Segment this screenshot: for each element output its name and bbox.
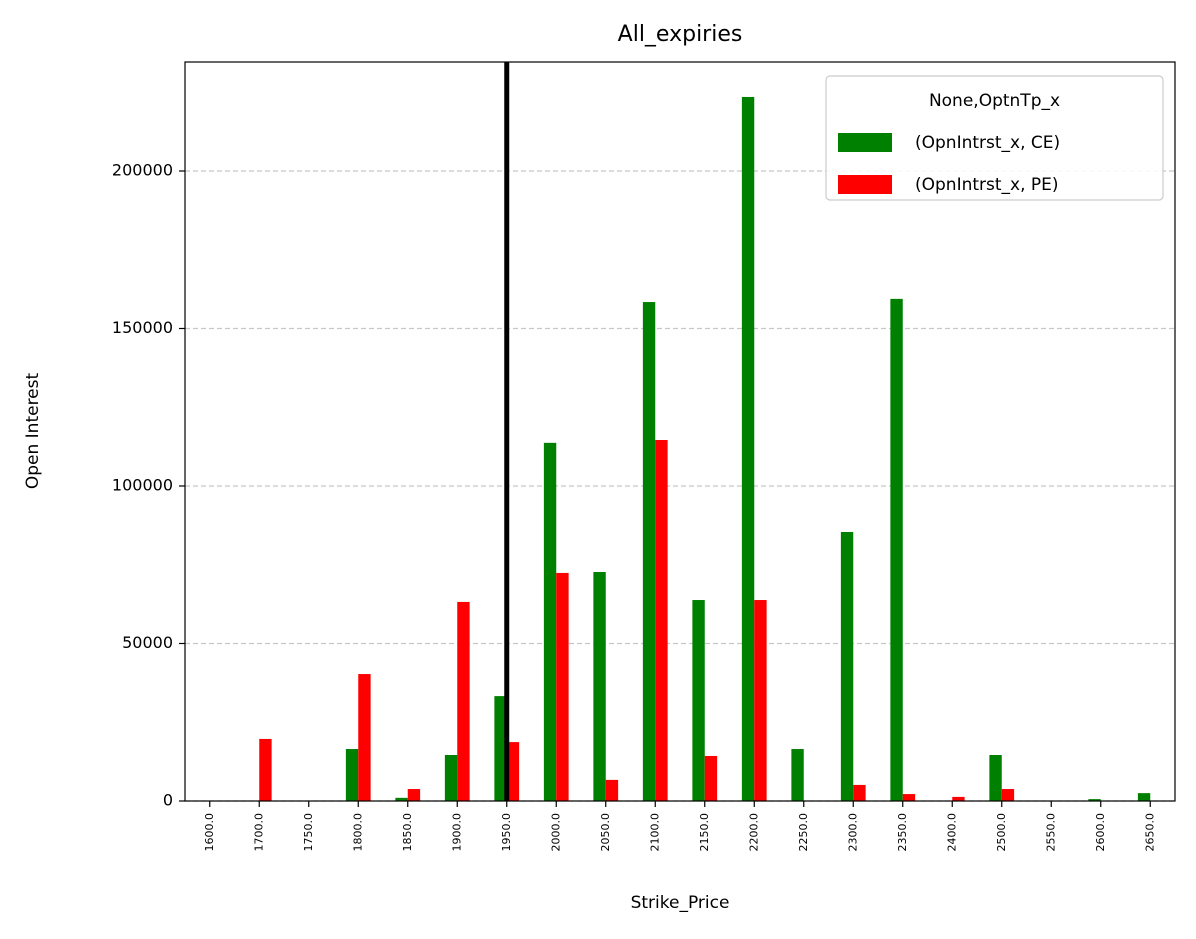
x-tick-label: 1750.0 bbox=[302, 813, 315, 852]
bar bbox=[407, 789, 421, 801]
legend-label: (OpnIntrst_x, CE) bbox=[915, 133, 1060, 153]
bar bbox=[853, 784, 866, 801]
x-tick-label: 2050.0 bbox=[599, 813, 612, 852]
y-tick-label: 0 bbox=[163, 791, 173, 810]
bar bbox=[952, 796, 965, 801]
y-tick-label: 50000 bbox=[122, 633, 173, 652]
bar bbox=[605, 779, 619, 801]
bar bbox=[642, 302, 656, 801]
bar bbox=[444, 755, 458, 801]
bar bbox=[902, 794, 916, 801]
bar bbox=[358, 674, 371, 801]
legend-box bbox=[825, 75, 1164, 201]
x-tick-label: 2600.0 bbox=[1094, 813, 1107, 852]
x-tick-label: 2550.0 bbox=[1044, 813, 1057, 852]
legend-swatch bbox=[838, 175, 892, 194]
y-tick-label: 200000 bbox=[112, 160, 173, 179]
chart-title: All_expiries bbox=[618, 22, 743, 47]
x-tick-label: 2650.0 bbox=[1143, 813, 1156, 852]
bar bbox=[556, 572, 569, 801]
x-tick-label: 2000.0 bbox=[549, 813, 562, 852]
x-tick-label: 2100.0 bbox=[648, 813, 661, 852]
bar bbox=[259, 738, 272, 801]
legend-label: (OpnIntrst_x, PE) bbox=[915, 175, 1059, 195]
bar bbox=[506, 742, 520, 801]
x-tick-label: 1800.0 bbox=[351, 813, 364, 852]
x-tick-label: 1850.0 bbox=[401, 813, 414, 852]
x-tick-label: 1700.0 bbox=[252, 813, 265, 852]
bar bbox=[395, 797, 408, 801]
legend-title: None,OptnTp_x bbox=[929, 91, 1060, 111]
bar bbox=[754, 600, 767, 801]
x-tick-label: 2400.0 bbox=[945, 813, 958, 852]
x-tick-label: 1900.0 bbox=[450, 813, 463, 852]
x-tick-label: 1600.0 bbox=[203, 813, 216, 852]
bar bbox=[890, 298, 903, 801]
bar bbox=[1001, 789, 1015, 801]
bar bbox=[543, 442, 557, 801]
bar bbox=[1088, 799, 1101, 801]
x-tick-label: 2250.0 bbox=[797, 813, 810, 852]
x-tick-label: 1950.0 bbox=[500, 813, 513, 852]
y-axis-label: Open Interest bbox=[23, 373, 43, 490]
bar bbox=[593, 571, 606, 801]
bar bbox=[457, 601, 470, 801]
bar bbox=[741, 96, 755, 802]
bar bbox=[989, 755, 1002, 801]
x-axis-label: Strike_Price bbox=[631, 893, 730, 913]
y-tick-label: 100000 bbox=[112, 475, 173, 494]
plot-frame bbox=[184, 61, 1176, 802]
bar bbox=[655, 440, 668, 801]
x-tick-label: 2350.0 bbox=[896, 813, 909, 852]
y-tick-label: 150000 bbox=[112, 318, 173, 337]
x-tick-label: 2500.0 bbox=[995, 813, 1008, 852]
bar bbox=[791, 749, 804, 801]
bar bbox=[494, 696, 507, 801]
x-tick-label: 2150.0 bbox=[698, 813, 711, 852]
bar bbox=[840, 531, 854, 801]
bar bbox=[1137, 793, 1151, 801]
bar bbox=[704, 755, 718, 801]
legend-swatch bbox=[838, 133, 892, 152]
x-tick-label: 2300.0 bbox=[846, 813, 859, 852]
x-tick-label: 2200.0 bbox=[747, 813, 760, 852]
bar bbox=[345, 749, 359, 801]
bar bbox=[692, 600, 705, 801]
